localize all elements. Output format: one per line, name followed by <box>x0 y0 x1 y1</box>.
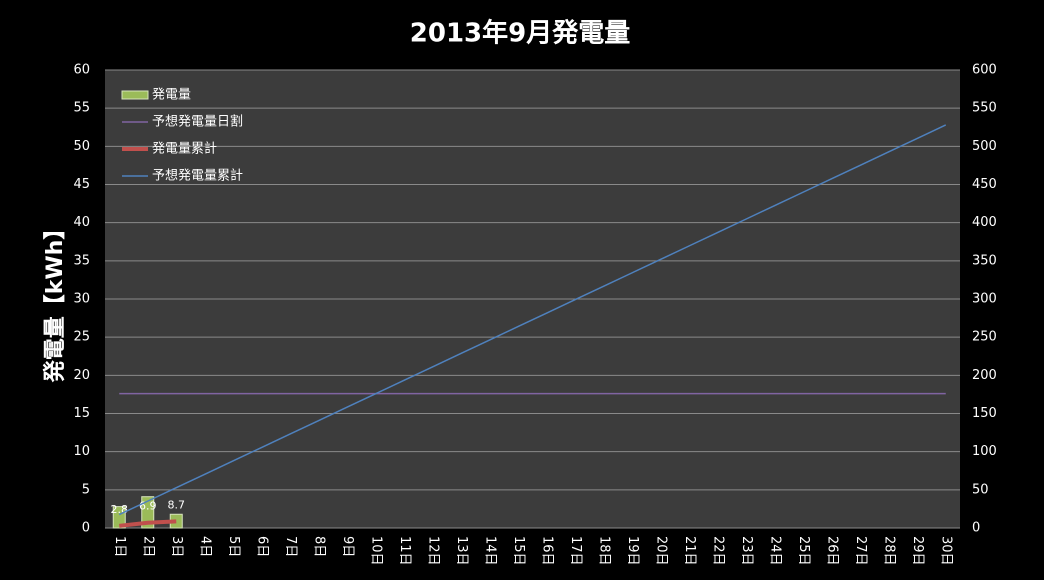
y-tick-label: 0 <box>82 521 90 536</box>
y-tick-label: 25 <box>73 330 90 345</box>
legend-swatch <box>121 90 149 100</box>
x-tick-label: 25日 <box>796 536 811 566</box>
x-tick-label: 30日 <box>938 536 953 566</box>
y2-tick-label: 450 <box>972 177 997 192</box>
y-tick-label: 50 <box>73 139 90 154</box>
y2-tick-label: 150 <box>972 406 997 421</box>
y-tick-label: 15 <box>73 406 90 421</box>
y-tick-label: 10 <box>73 444 90 459</box>
x-tick-label: 8日 <box>311 536 326 557</box>
y2-tick-label: 300 <box>972 292 997 307</box>
y-axis-label: 発電量【kWh】 <box>43 218 68 384</box>
chart-title: 2013年9月発電量 <box>410 18 630 49</box>
y-tick-label: 35 <box>73 253 90 268</box>
data-label: 8.7 <box>168 498 186 511</box>
y2-tick-label: 200 <box>972 368 997 383</box>
x-tick-label: 29日 <box>910 536 925 566</box>
y2-tick-label: 500 <box>972 139 997 154</box>
y2-tick-label: 100 <box>972 444 997 459</box>
x-tick-label: 26日 <box>824 536 839 566</box>
legend-label: 予想発電量日割 <box>152 114 243 130</box>
x-tick-label: 9日 <box>340 536 355 557</box>
x-tick-label: 4日 <box>197 536 212 557</box>
y2-tick-label: 250 <box>972 330 997 345</box>
x-tick-label: 5日 <box>226 536 241 557</box>
x-tick-label: 17日 <box>568 536 583 566</box>
bar <box>141 496 155 529</box>
y2-tick-label: 600 <box>972 63 997 78</box>
y2-tick-label: 550 <box>972 101 997 116</box>
x-tick-label: 22日 <box>710 536 725 566</box>
x-tick-label: 10日 <box>368 536 383 566</box>
x-tick-label: 13日 <box>454 536 469 566</box>
x-tick-label: 7日 <box>283 536 298 557</box>
x-tick-label: 27日 <box>853 536 868 566</box>
y-tick-label: 30 <box>73 292 90 307</box>
line <box>119 519 177 528</box>
legend-label: 発電量 <box>152 88 191 103</box>
y2-tick-label: 50 <box>972 482 989 497</box>
y2-tick-label: 400 <box>972 215 997 230</box>
y-tick-label: 45 <box>73 177 90 192</box>
x-tick-label: 23日 <box>739 536 754 566</box>
x-tick-label: 12日 <box>425 536 440 566</box>
legend-label: 発電量累計 <box>152 141 217 157</box>
x-tick-label: 16日 <box>539 536 554 566</box>
y-tick-label: 55 <box>73 101 90 116</box>
x-tick-label: 3日 <box>169 536 184 557</box>
x-tick-label: 1日 <box>112 536 127 557</box>
y-tick-label: 40 <box>73 215 90 230</box>
y-tick-label: 60 <box>73 63 90 78</box>
x-tick-label: 6日 <box>254 536 269 557</box>
y2-tick-label: 0 <box>972 521 980 536</box>
bar <box>112 506 126 529</box>
y-tick-label: 5 <box>82 482 90 497</box>
legend-label: 予想発電量累計 <box>152 168 243 184</box>
x-tick-label: 14日 <box>482 536 497 566</box>
x-tick-label: 2日 <box>140 536 155 557</box>
x-tick-label: 21日 <box>682 536 697 566</box>
y2-tick-label: 350 <box>972 253 997 268</box>
x-tick-label: 19日 <box>625 536 640 566</box>
x-tick-label: 11日 <box>397 536 412 566</box>
x-tick-label: 24日 <box>767 536 782 566</box>
x-tick-label: 18日 <box>596 536 611 566</box>
x-tick-label: 15日 <box>511 536 526 566</box>
x-tick-label: 28日 <box>881 536 896 566</box>
x-tick-label: 20日 <box>653 536 668 566</box>
line <box>118 124 947 516</box>
y-tick-label: 20 <box>73 368 90 383</box>
